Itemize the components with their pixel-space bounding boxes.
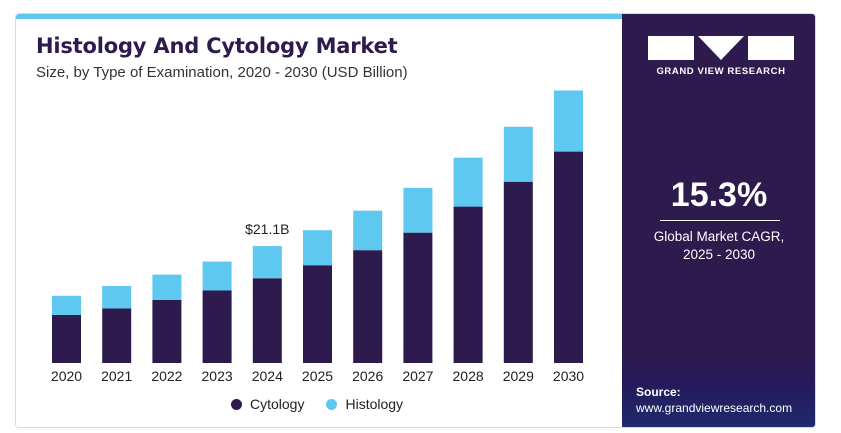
bar-cytology-2020 <box>52 314 81 363</box>
accent-bar <box>16 14 622 19</box>
x-tick-label-2028: 2028 <box>453 368 484 384</box>
data-label-2024: $21.1B <box>245 221 289 237</box>
x-tick-label-2030: 2030 <box>553 368 584 384</box>
x-tick-label-2027: 2027 <box>402 368 433 384</box>
cagr-value: 15.3% <box>670 176 768 214</box>
bar-histology-2020 <box>52 295 81 315</box>
x-tick-label-2020: 2020 <box>51 368 82 384</box>
x-tick-label-2021: 2021 <box>101 368 132 384</box>
legend-item-histology: Histology <box>326 396 403 412</box>
logo-mark-g <box>648 36 694 60</box>
bar-cytology-2030 <box>554 151 583 363</box>
legend-label-histology: Histology <box>345 396 404 412</box>
logo-mark-v <box>698 36 744 60</box>
source-label: Source: <box>636 385 681 399</box>
legend-item-cytology: Cytology <box>231 396 304 412</box>
bar-histology-2029 <box>503 126 533 182</box>
bar-cytology-2028 <box>453 206 483 363</box>
x-tick-label-2024: 2024 <box>252 368 283 384</box>
bar-cytology-2022 <box>152 299 182 363</box>
bar-histology-2026 <box>353 210 383 251</box>
gvr-logo-icon[interactable]: GRAND VIEW RESEARCH <box>648 36 794 77</box>
logo-mark-r <box>748 36 794 60</box>
chart-subtitle: Size, by Type of Examination, 2020 - 203… <box>36 64 408 81</box>
x-tick-label-2023: 2023 <box>202 368 233 384</box>
chart-title: Histology And Cytology Market <box>36 34 398 58</box>
source-background <box>622 354 815 427</box>
bar-cytology-2023 <box>202 290 232 363</box>
bar-cytology-2021 <box>102 308 132 363</box>
brand-name: GRAND VIEW RESEARCH <box>656 66 786 77</box>
bar-histology-2023 <box>202 261 232 291</box>
legend-swatch-cytology <box>231 398 242 410</box>
bar-cytology-2024 <box>252 278 282 363</box>
x-tick-label-2022: 2022 <box>151 368 182 384</box>
bar-histology-2022 <box>152 274 182 300</box>
chart-card: Histology And Cytology Market Size, by T… <box>15 13 816 428</box>
legend-swatch-histology <box>326 398 338 410</box>
info-panel: GRAND VIEW RESEARCH 15.3% Global Market … <box>622 14 815 427</box>
x-tick-label-2025: 2025 <box>302 368 333 384</box>
logo-marks <box>648 36 794 60</box>
bar-cytology-2029 <box>503 181 533 363</box>
bar-cytology-2025 <box>303 265 332 363</box>
bar-histology-2030 <box>554 90 583 152</box>
bar-chart: 2020 2021 2022 2023 2024 2025 2026 2027 2028 2029… <box>51 90 584 384</box>
bar-histology-2024 <box>252 246 282 279</box>
source-link[interactable]: www.grandviewresearch.com <box>636 401 793 415</box>
bar-histology-2025 <box>303 230 332 266</box>
legend-label-cytology: Cytology <box>250 396 305 412</box>
cagr-divider <box>660 220 780 221</box>
chart-legend: Cytology Histology <box>231 396 425 412</box>
bar-cytology-2026 <box>353 250 383 363</box>
cagr-label-line1: Global Market CAGR, <box>653 229 785 244</box>
chart-panel: Histology And Cytology Market Size, by T… <box>16 14 622 427</box>
cagr-label-line2: 2025 - 2030 <box>682 247 756 262</box>
x-tick-label-2026: 2026 <box>352 368 383 384</box>
cagr-label: Global Market CAGR, 2025 - 2030 <box>622 228 815 264</box>
bar-histology-2027 <box>403 187 433 233</box>
bar-cytology-2027 <box>403 232 433 363</box>
bar-histology-2021 <box>102 286 132 309</box>
x-tick-label-2029: 2029 <box>503 368 534 384</box>
bar-histology-2028 <box>453 157 483 207</box>
